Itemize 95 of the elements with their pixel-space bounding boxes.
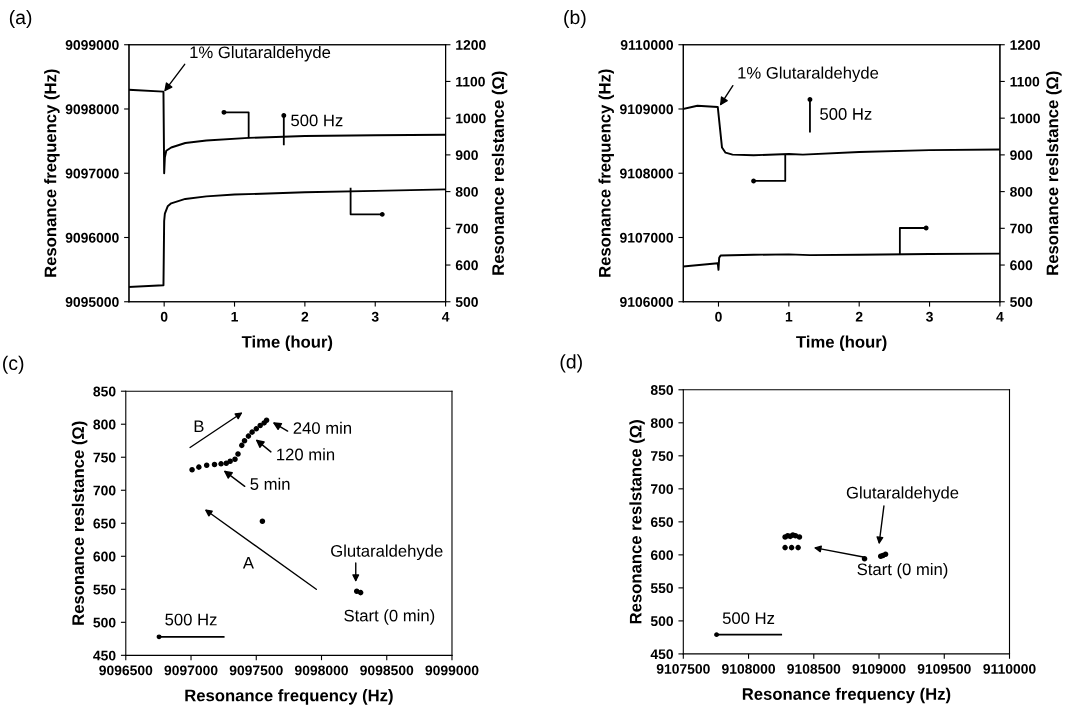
y-tick-label: 9106000 xyxy=(620,297,674,307)
y2-tick-label: 1200 xyxy=(1010,40,1040,50)
y-axis-title: Resonance frequency (Hz) xyxy=(44,69,60,277)
y-tick-label: 800 xyxy=(93,419,116,430)
x-tick-label: 9097000 xyxy=(164,665,218,676)
chart-title: (a) xyxy=(9,9,32,29)
annotation: 120 min xyxy=(277,448,335,461)
y-tick-label: 9110000 xyxy=(620,40,674,50)
annotation: 1% Glutaraldehyde xyxy=(738,66,879,83)
y-tick-label: 9097000 xyxy=(65,168,119,179)
x-tick-label: 9109000 xyxy=(852,664,906,674)
annotation: Start (0 min) xyxy=(857,562,948,579)
y2-tick-label: 1100 xyxy=(1010,76,1040,87)
x-tick-label: 4 xyxy=(441,311,450,322)
y-tick-label: 600 xyxy=(650,550,674,561)
y-tick-label: 9096000 xyxy=(65,232,119,243)
y2-tick-label: 500 xyxy=(455,297,478,307)
x-axis-title: Time (hour) xyxy=(241,335,333,352)
x-tick-label: 9110000 xyxy=(983,664,1036,674)
y-tick-label: 650 xyxy=(93,518,116,529)
y-axis-title: Resonance reslstance (Ω) xyxy=(629,420,645,624)
annotation: Glutaraldehyde xyxy=(846,486,959,502)
y-tick-label: 9099000 xyxy=(65,40,119,50)
x-tick-label: 9099000 xyxy=(425,665,479,676)
chart-title: (d) xyxy=(560,354,582,373)
x-tick-label: 2 xyxy=(301,311,309,322)
y-tick-label: 850 xyxy=(650,385,674,395)
y2-tick-label: 700 xyxy=(455,223,478,234)
x-tick-label: 3 xyxy=(371,311,379,322)
x-axis-title: Time (hour) xyxy=(796,335,887,352)
x-tick-label: 9097500 xyxy=(229,665,283,676)
y-tick-label: 800 xyxy=(650,418,674,428)
y-tick-label: 650 xyxy=(650,517,674,528)
annotation: 500 Hz xyxy=(291,114,343,127)
y-tick-label: 9109000 xyxy=(620,104,674,115)
x-tick-label: 9096500 xyxy=(99,665,153,676)
annotation: B xyxy=(194,420,204,432)
y-tick-label: 450 xyxy=(650,649,674,660)
y-tick-label: 600 xyxy=(93,551,116,562)
x-tick-label: 1 xyxy=(785,311,793,322)
annotation: 5 min xyxy=(250,477,290,490)
x-axis-title: Resonance frequency (Hz) xyxy=(742,687,951,704)
y-tick-label: 9108000 xyxy=(620,168,674,179)
annotation: 1% Glutaraldehyde xyxy=(190,45,331,62)
annotation: A xyxy=(242,557,254,569)
annotation: Start (0 min) xyxy=(344,609,435,625)
x-tick-label: 0 xyxy=(715,311,722,322)
y-tick-label: 9095000 xyxy=(65,297,119,307)
y2-tick-label: 600 xyxy=(455,260,478,271)
x-tick-label: 1 xyxy=(231,311,238,322)
y2-tick-label: 1200 xyxy=(456,40,486,50)
y2-tick-label: 900 xyxy=(455,150,478,161)
chart-title: (b) xyxy=(564,9,586,29)
x-tick-label: 9098000 xyxy=(294,665,348,676)
y2-tick-label: 900 xyxy=(1010,150,1033,161)
annotation: 500 Hz xyxy=(820,108,872,120)
y-tick-label: 850 xyxy=(93,386,116,397)
y-tick-label: 450 xyxy=(93,650,116,661)
y-axis-title: Resonance frequency (Hz) xyxy=(598,69,614,277)
x-tick-label: 9107500 xyxy=(656,664,710,674)
x-tick-label: 9109500 xyxy=(917,664,971,674)
y-tick-label: 550 xyxy=(93,584,116,595)
y-tick-label: 750 xyxy=(93,452,116,463)
y-tick-label: 500 xyxy=(93,617,116,628)
x-tick-label: 3 xyxy=(926,311,933,322)
y2-tick-label: 700 xyxy=(1010,223,1033,234)
annotation: Glutaraldehyde xyxy=(331,544,443,561)
x-tick-label: 2 xyxy=(855,311,863,322)
chart-title: (c) xyxy=(3,355,24,374)
x-tick-label: 9108500 xyxy=(787,664,841,674)
y2-axis-title: Resonance reslstance (Ω) xyxy=(491,71,508,275)
y2-tick-label: 500 xyxy=(1010,297,1033,307)
y-axis-title: Resonance reslstance (Ω) xyxy=(71,421,88,625)
annotation: 240 min xyxy=(293,421,352,434)
y2-tick-label: 1000 xyxy=(456,113,486,124)
x-tick-label: 4 xyxy=(996,311,1004,322)
y-tick-label: 9098000 xyxy=(65,104,119,115)
x-axis-title: Resonance frequency (Hz) xyxy=(185,689,393,705)
x-tick-label: 9108000 xyxy=(721,664,776,674)
annotation: 500 Hz xyxy=(165,613,217,626)
y2-tick-label: 600 xyxy=(1010,260,1033,271)
y-tick-label: 500 xyxy=(650,616,674,627)
x-tick-label: 0 xyxy=(160,311,168,322)
y-tick-label: 9107000 xyxy=(620,232,674,243)
y2-tick-label: 800 xyxy=(455,186,478,197)
y-tick-label: 550 xyxy=(650,583,674,594)
y-tick-label: 750 xyxy=(651,451,674,461)
y2-axis-title: Resonance reslstance (Ω) xyxy=(1046,71,1062,275)
annotation: 500 Hz xyxy=(722,612,775,625)
y2-tick-label: 1000 xyxy=(1010,113,1040,124)
y-tick-label: 700 xyxy=(93,485,116,496)
y2-tick-label: 800 xyxy=(1010,186,1033,197)
y2-tick-label: 1100 xyxy=(456,76,485,87)
x-tick-label: 9098500 xyxy=(360,665,414,676)
y-tick-label: 700 xyxy=(651,484,674,494)
